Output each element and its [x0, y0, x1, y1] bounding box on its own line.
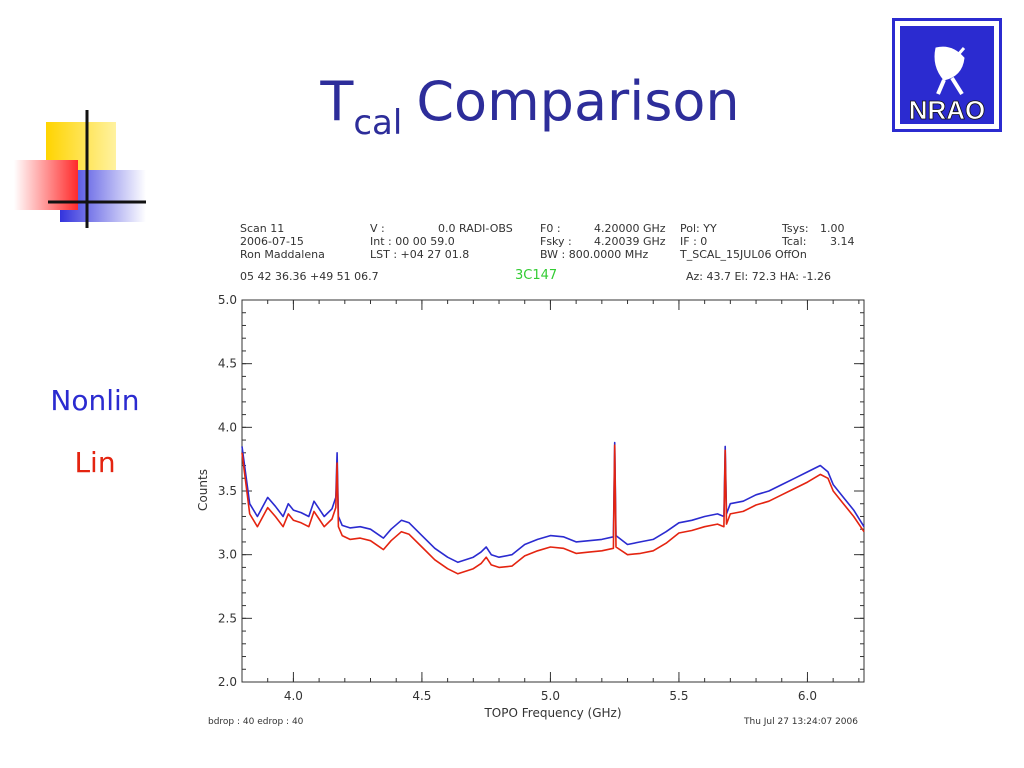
header-tcal-value: 3.14	[830, 235, 855, 248]
header-f0-value: 4.20000 GHz	[594, 222, 666, 235]
plot-header: Scan 11 2006-07-15 Ron Maddalena V : Int…	[240, 222, 855, 283]
header-lst: LST : +04 27 01.8	[370, 248, 469, 261]
header-f0-label: F0 :	[540, 222, 561, 235]
header-coords: 05 42 36.36 +49 51 06.7	[240, 270, 379, 283]
header-pol: Pol: YY	[680, 222, 717, 235]
header-scan: Scan 11	[240, 222, 284, 235]
tcal-plot: Scan 11 2006-07-15 Ron Maddalena V : Int…	[196, 222, 865, 727]
title-main: T	[320, 70, 354, 133]
header-fsky-label: Fsky :	[540, 235, 572, 248]
plot-axes: 2.0 2.5 3.0 3.5 4.0 4.5 5.0 4.0 4.5 5.0 5.5 6.0	[218, 293, 865, 703]
header-observer: Ron Maddalena	[240, 248, 325, 261]
x-tick-label: 4.5	[412, 689, 431, 703]
header-int: Int : 00 00 59.0	[370, 235, 455, 248]
telescope-dish-icon	[934, 46, 966, 96]
series-line-lin	[241, 444, 865, 575]
footer-timestamp: Thu Jul 27 13:24:07 2006	[743, 717, 858, 727]
header-fsky-value: 4.20039 GHz	[594, 235, 666, 248]
y-tick-label: 3.5	[218, 484, 237, 498]
series-line-nonlin	[241, 441, 865, 564]
header-bw: BW : 800.0000 MHz	[540, 248, 648, 261]
header-procedure: T_SCAL_15JUL06 OffOn	[679, 248, 807, 261]
y-tick-label: 5.0	[218, 293, 237, 307]
plot-series	[241, 441, 865, 575]
header-tcal-label: Tcal:	[781, 235, 806, 248]
y-tick-label: 3.0	[218, 548, 237, 562]
legend-nonlin: Nonlin	[50, 384, 140, 417]
header-tsys-label: Tsys:	[781, 222, 809, 235]
decorative-squares	[14, 110, 146, 228]
y-tick-label: 2.5	[218, 611, 237, 625]
y-tick-label: 2.0	[218, 675, 237, 689]
footer-drops: bdrop : 40 edrop : 40	[208, 717, 304, 727]
nrao-logo: NRAO	[892, 18, 1002, 132]
legend-lin: Lin	[74, 446, 116, 479]
header-velocity-value: 0.0 RADI-OBS	[438, 222, 513, 235]
header-date: 2006-07-15	[240, 235, 304, 248]
logo-text: NRAO	[909, 95, 986, 125]
header-source: 3C147	[515, 268, 557, 283]
y-tick-label: 4.0	[218, 420, 237, 434]
x-tick-label: 6.0	[798, 689, 817, 703]
title-subscript: cal	[353, 103, 403, 143]
header-velocity-label: V :	[370, 222, 385, 235]
x-tick-label: 4.0	[284, 689, 303, 703]
x-axis-label: TOPO Frequency (GHz)	[483, 706, 621, 720]
header-if: IF : 0	[680, 235, 707, 248]
title-rest: Comparison	[416, 70, 740, 133]
header-tsys-value: 1.00	[820, 222, 845, 235]
y-tick-label: 4.5	[218, 357, 237, 371]
y-axis-label: Counts	[196, 469, 210, 511]
slide-title: Tcal Comparison	[250, 62, 810, 149]
x-tick-label: 5.0	[541, 689, 560, 703]
x-tick-label: 5.5	[669, 689, 688, 703]
header-azel: Az: 43.7 El: 72.3 HA: -1.26	[686, 270, 831, 283]
